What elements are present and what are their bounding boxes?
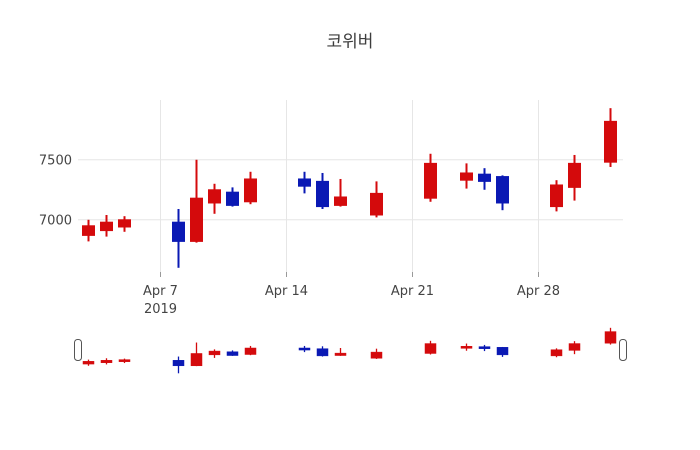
candle-body-up — [424, 162, 438, 199]
candle-body-down — [297, 178, 311, 187]
candle-body-up — [99, 221, 113, 232]
slider-candle-body — [568, 343, 581, 351]
slider-candle-body — [172, 360, 185, 367]
slider-candle-body — [190, 353, 203, 367]
slider-candle-body — [298, 347, 311, 351]
x-tick-label: Apr 21 — [391, 284, 434, 299]
slider-candle-body — [370, 351, 383, 359]
y-tick-label: 7500 — [39, 153, 72, 168]
candle-body-down — [225, 191, 239, 206]
x-tick-sublabel: 2019 — [144, 302, 177, 317]
page-title: 코위버 — [327, 32, 374, 52]
slider-candle-body — [208, 350, 221, 356]
candle-body-up — [550, 184, 564, 208]
slider-candle-body — [604, 331, 617, 344]
slider-candle-body — [226, 351, 239, 356]
x-axis: Apr 7 2019 Apr 14 Apr 21 Apr 28 — [143, 272, 560, 317]
candle-body-down — [478, 173, 492, 182]
candle-body-up — [568, 162, 582, 188]
slider-candle-body — [478, 346, 491, 349]
candle-body-down — [316, 180, 330, 208]
y-tick-label: 7000 — [39, 213, 72, 228]
candle-body-up — [207, 189, 221, 204]
candles-layer — [81, 108, 618, 268]
slider-candle-body — [118, 359, 131, 362]
x-tick-label: Apr 14 — [265, 284, 308, 299]
candle-body-up — [81, 225, 95, 236]
candle-body-up — [189, 197, 203, 242]
x-tick-label: Apr 7 — [143, 284, 178, 299]
y-axis: 7500 7000 — [39, 153, 72, 228]
candle-body-up — [370, 192, 384, 216]
grid-layer — [78, 100, 623, 272]
x-tick-label: Apr 28 — [517, 284, 560, 299]
slider-candle-body — [496, 347, 509, 356]
range-slider-right-handle[interactable] — [619, 339, 627, 361]
candle-body-up — [117, 219, 131, 228]
range-slider-left-handle[interactable] — [74, 339, 82, 361]
candle-body-up — [334, 196, 348, 206]
slider-candle-body — [82, 361, 95, 365]
candle-body-up — [460, 172, 474, 181]
slider-candle-body — [334, 352, 347, 356]
slider-candle-body — [244, 347, 257, 355]
slider-candle-body — [424, 343, 437, 354]
candle-body-down — [496, 176, 510, 204]
slider-candle-body — [100, 360, 113, 363]
candle-body-up — [604, 120, 618, 163]
candle-body-up — [243, 178, 257, 203]
candle-body-down — [171, 221, 185, 242]
slider-candle-body — [550, 349, 563, 357]
range-slider[interactable] — [74, 327, 627, 374]
slider-candle-body — [460, 346, 473, 349]
slider-candle-body — [316, 348, 329, 357]
